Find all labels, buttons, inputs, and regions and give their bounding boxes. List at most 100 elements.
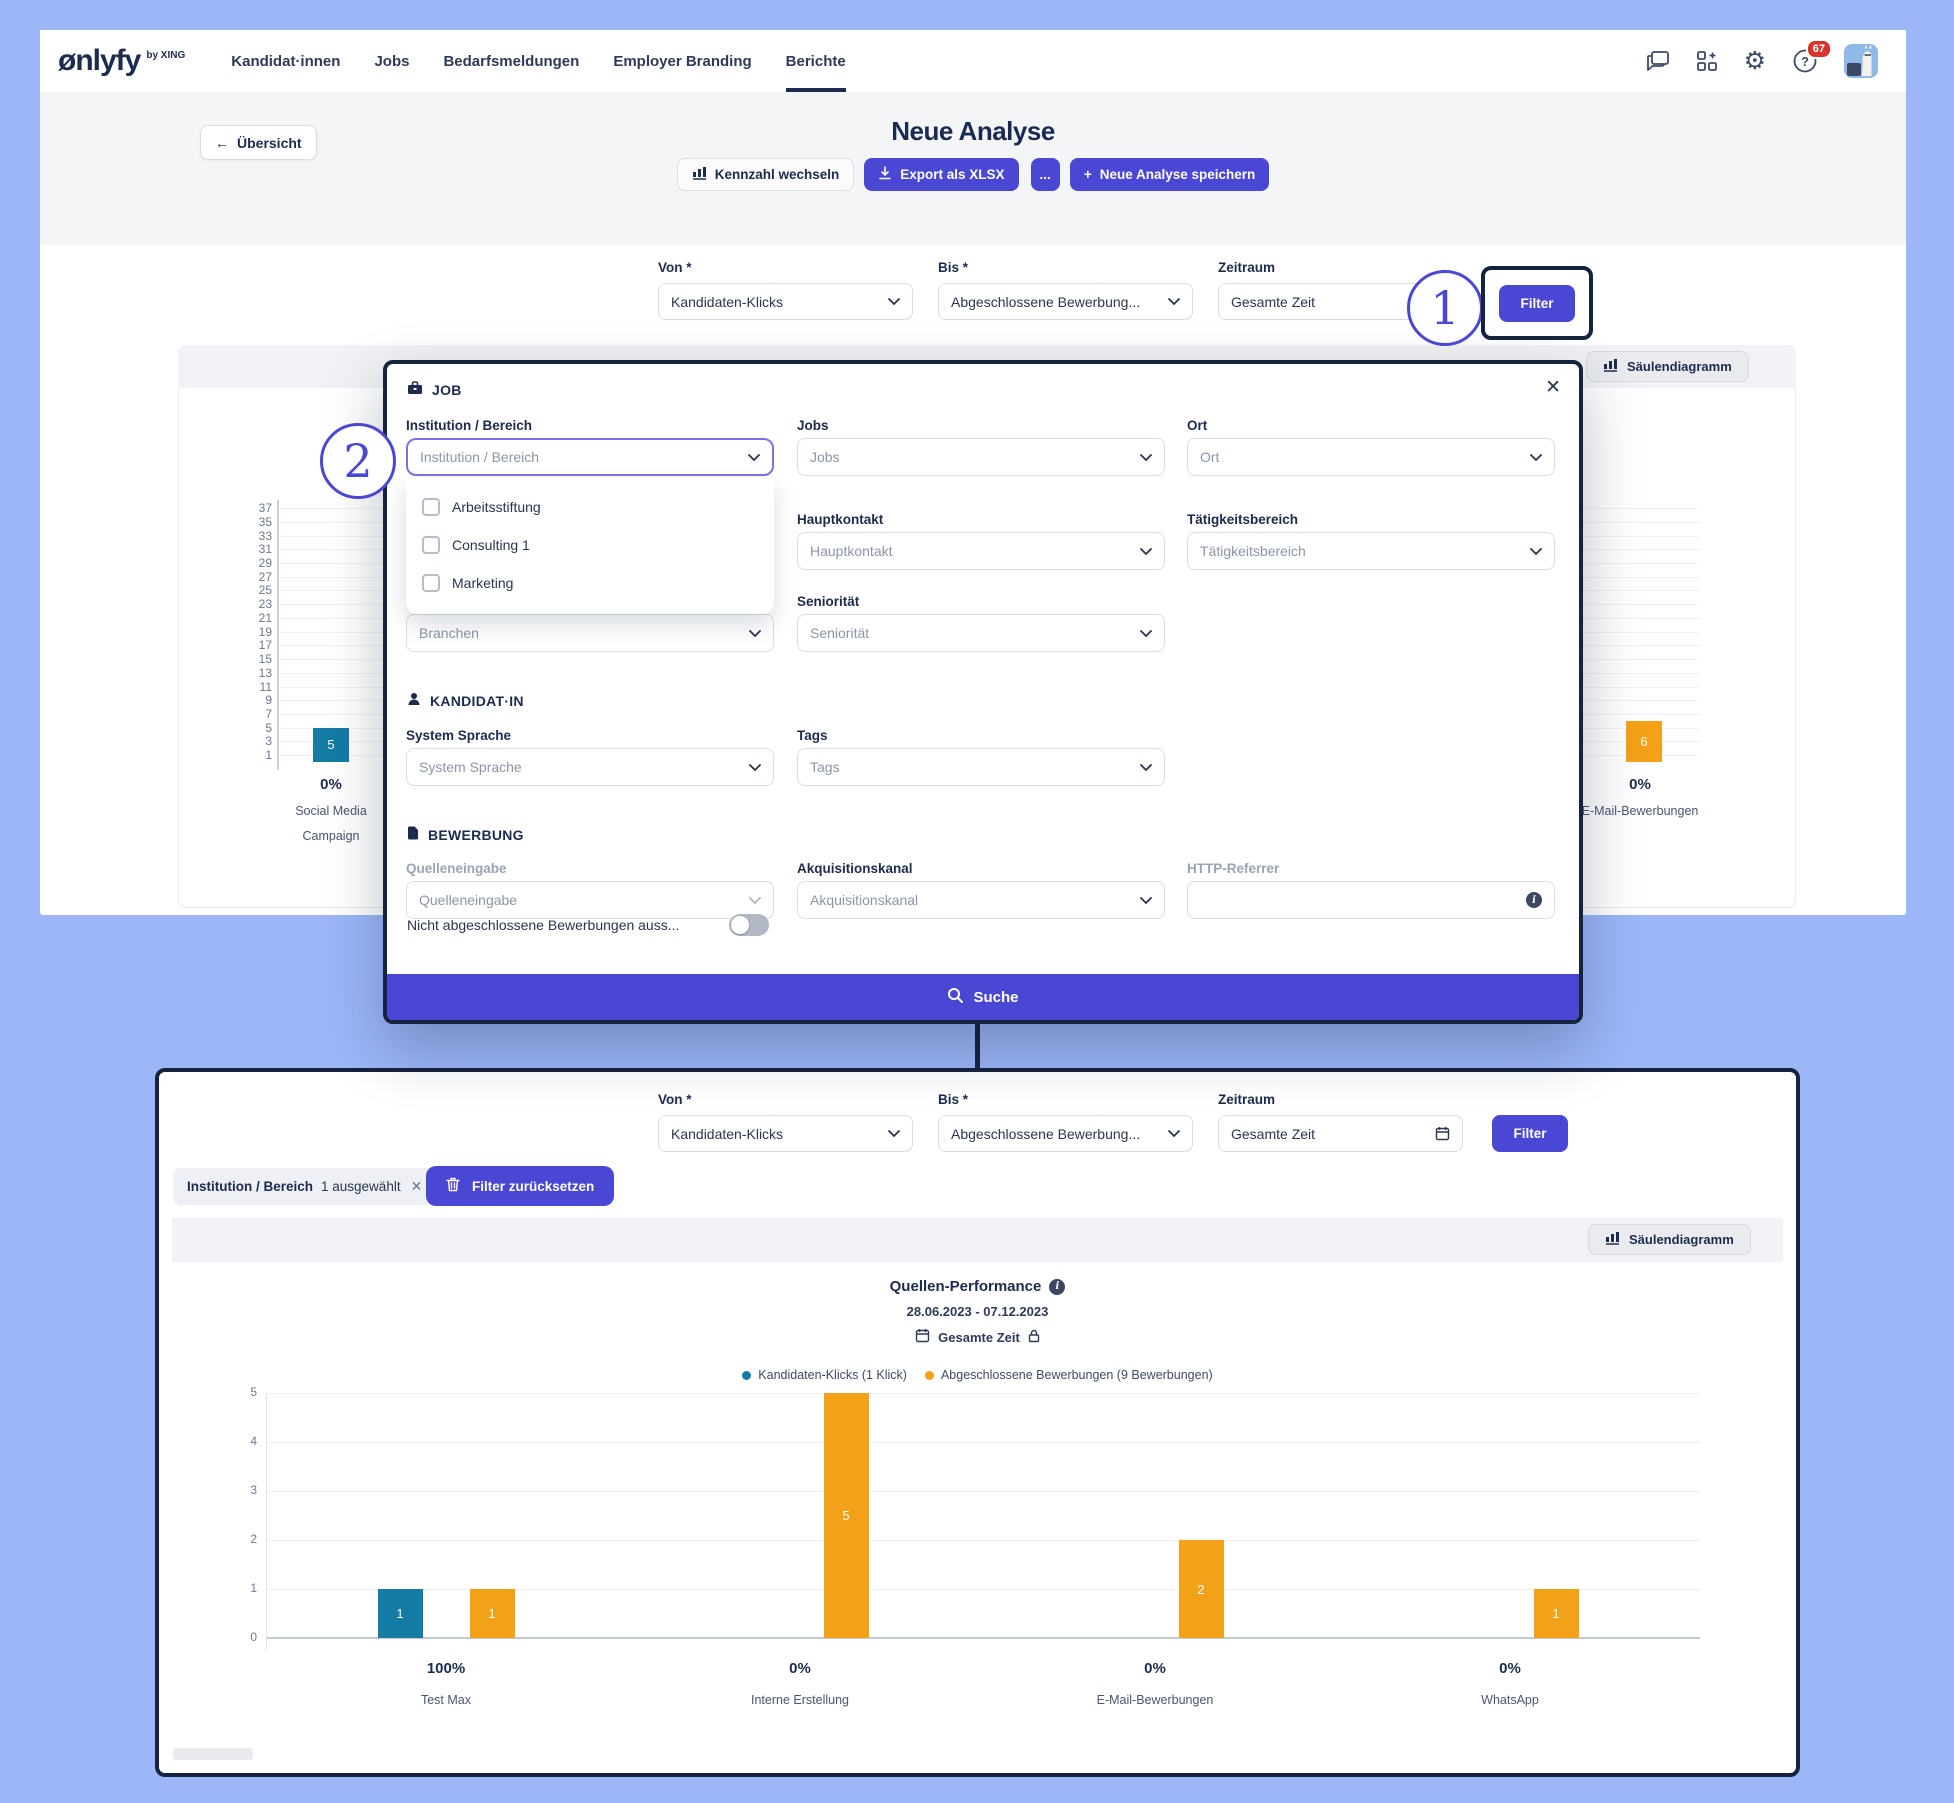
bar-value-label: 5	[842, 1508, 850, 1523]
checkbox-consulting-1[interactable]	[422, 536, 440, 554]
gridline	[266, 1539, 1700, 1541]
saeulendiagramm-button[interactable]: Säulendiagramm	[1588, 1224, 1751, 1255]
svg-text:?: ?	[1801, 54, 1809, 69]
bar-value-label: 1	[488, 1606, 496, 1621]
taetigkeitsbereich-select[interactable]: Tätigkeitsbereich	[1187, 532, 1555, 570]
y-tick-label: 0	[250, 1630, 257, 1644]
nav-item-employer-branding[interactable]: Employer Branding	[613, 52, 752, 70]
annotation-step-1: 1	[1407, 270, 1483, 346]
bis-select[interactable]: Abgeschlossene Bewerbung...	[938, 283, 1193, 320]
ort-select[interactable]: Ort	[1187, 438, 1555, 476]
trash-icon	[446, 1177, 460, 1195]
dropdown-option-marketing[interactable]: Marketing	[406, 564, 774, 602]
bar-interne-erstellung-bewerbungen: 5	[823, 1393, 869, 1638]
nav-item-jobs[interactable]: Jobs	[374, 52, 410, 70]
ort-placeholder: Ort	[1200, 449, 1220, 465]
chevron-down-icon	[888, 1130, 900, 1137]
filter-button[interactable]: Filter	[1499, 284, 1575, 322]
avatar[interactable]	[1844, 44, 1878, 78]
gear-icon[interactable]: ⚙	[1743, 46, 1766, 75]
chevron-down-icon	[888, 298, 900, 305]
exclude-toggle[interactable]	[729, 914, 769, 936]
top-navbar: ønlyfy by XING Kandidat·innen Jobs Bedarfs…	[40, 30, 1906, 93]
y-tick-label: 3	[250, 1483, 257, 1497]
zeitraum-value: Gesamte Zeit	[1231, 1125, 1316, 1142]
category-label: E-Mail-Bewerbungen	[1096, 1693, 1214, 1707]
tags-placeholder: Tags	[810, 759, 840, 775]
system-sprache-placeholder: System Sprache	[419, 759, 522, 775]
chart-icon	[1603, 358, 1618, 375]
checkbox-marketing[interactable]	[422, 574, 440, 592]
taetigkeitsbereich-label: Tätigkeitsbereich	[1187, 512, 1299, 527]
legend-label: Abgeschlossene Bewerbungen (9 Bewerbunge…	[940, 1368, 1213, 1382]
suche-label: Suche	[973, 988, 1019, 1006]
apps-icon[interactable]	[1696, 50, 1718, 72]
jobs-placeholder: Jobs	[810, 449, 840, 465]
bar-whatsapp-bewerbungen: 1	[1533, 1589, 1579, 1638]
kennzahl-label: Kennzahl wechseln	[714, 167, 840, 182]
y-tick-label: 4	[250, 1434, 257, 1448]
system-sprache-select[interactable]: System Sprache	[406, 748, 774, 786]
von-select[interactable]: Kandidaten-Klicks	[658, 283, 913, 320]
checkbox-arbeitsstiftung[interactable]	[422, 498, 440, 516]
chevron-down-icon	[1140, 629, 1152, 637]
filter-reset-button[interactable]: Filter zurücksetzen	[426, 1166, 615, 1206]
von-label: Von *	[658, 1092, 692, 1107]
back-button[interactable]: ← Übersicht	[200, 125, 317, 160]
chart-date-range: 28.06.2023 - 07.12.2023	[906, 1304, 1049, 1319]
info-icon[interactable]: i	[1526, 892, 1542, 908]
info-icon[interactable]: i	[1049, 1278, 1066, 1295]
export-xlsx-button[interactable]: Export als XLSX	[864, 158, 1019, 191]
nav-item-berichte[interactable]: Berichte	[785, 30, 846, 92]
onlyfy-logo[interactable]: ønlyfy by XING	[58, 46, 185, 76]
export-label: Export als XLSX	[900, 167, 1005, 182]
y-tick-label: 5	[250, 1385, 257, 1399]
annotation-connector-line	[975, 1022, 980, 1074]
tags-select[interactable]: Tags	[797, 748, 1165, 786]
saeulendiagramm-button[interactable]: Säulendiagramm	[1586, 351, 1749, 382]
suche-button[interactable]: Suche	[387, 974, 1579, 1020]
more-options-button[interactable]: ...	[1030, 158, 1060, 191]
senioritaet-select[interactable]: Seniorität	[797, 614, 1165, 652]
category-label: WhatsApp	[1481, 1693, 1539, 1707]
zeitraum-input[interactable]: Gesamte Zeit	[1218, 1115, 1463, 1152]
nav-item-bedarfsmeldungen[interactable]: Bedarfsmeldungen	[443, 52, 580, 70]
help-icon[interactable]: ? 67	[1792, 39, 1832, 74]
institution-bereich-select[interactable]: Institution / Bereich	[406, 438, 774, 476]
messages-icon[interactable]	[1646, 50, 1670, 72]
hauptkontakt-select[interactable]: Hauptkontakt	[797, 532, 1165, 570]
chevron-down-icon	[1140, 547, 1152, 555]
lock-icon	[1028, 1329, 1040, 1346]
bar-value-label: 2	[1197, 1581, 1205, 1597]
y-tick-label: 2	[250, 1532, 257, 1546]
chart-icon	[1605, 1231, 1620, 1248]
nav-right-icons: ⚙ ? 67	[1646, 39, 1878, 78]
dropdown-option-consulting-1[interactable]: Consulting 1	[406, 526, 774, 564]
scrollbar-stub[interactable]	[173, 1748, 253, 1760]
von-select[interactable]: Kandidaten-Klicks	[658, 1115, 913, 1152]
filter-button[interactable]: Filter	[1492, 1115, 1568, 1152]
saeulendiagramm-label: Säulendiagramm	[1629, 1232, 1734, 1247]
legend-dot	[924, 1370, 934, 1380]
back-arrow-icon: ←	[215, 134, 229, 151]
nav-item-kandidat-innen[interactable]: Kandidat·innen	[231, 52, 341, 70]
active-filter-chip[interactable]: Institution / Bereich 1 ausgewählt ✕	[173, 1168, 437, 1205]
close-icon[interactable]: ✕	[1545, 377, 1561, 398]
akquisitionskanal-select[interactable]: Akquisitionskanal	[797, 881, 1165, 919]
chart-toolbar	[172, 1218, 1783, 1262]
taetigkeitsbereich-placeholder: Tätigkeitsbereich	[1200, 543, 1306, 559]
category-percentage: 100%	[426, 1660, 466, 1677]
branchen-select[interactable]: Branchen	[406, 614, 774, 652]
kennzahl-wechseln-button[interactable]: Kennzahl wechseln	[676, 158, 855, 191]
dropdown-option-arbeitsstiftung[interactable]: Arbeitsstiftung	[406, 488, 774, 526]
jobs-select[interactable]: Jobs	[797, 438, 1165, 476]
http-referrer-input[interactable]: i	[1187, 881, 1555, 919]
search-icon	[947, 987, 964, 1007]
chip-close-icon[interactable]: ✕	[410, 1178, 423, 1194]
toggle-row: Nicht abgeschlossene Bewerbungen auss...	[407, 914, 769, 936]
quelleneingabe-select[interactable]: Quelleneingabe	[406, 881, 774, 919]
chevron-down-icon	[1530, 453, 1542, 461]
save-analysis-button[interactable]: + Neue Analyse speichern	[1069, 158, 1270, 191]
chevron-down-icon	[748, 453, 760, 461]
bis-select[interactable]: Abgeschlossene Bewerbung...	[938, 1115, 1193, 1152]
